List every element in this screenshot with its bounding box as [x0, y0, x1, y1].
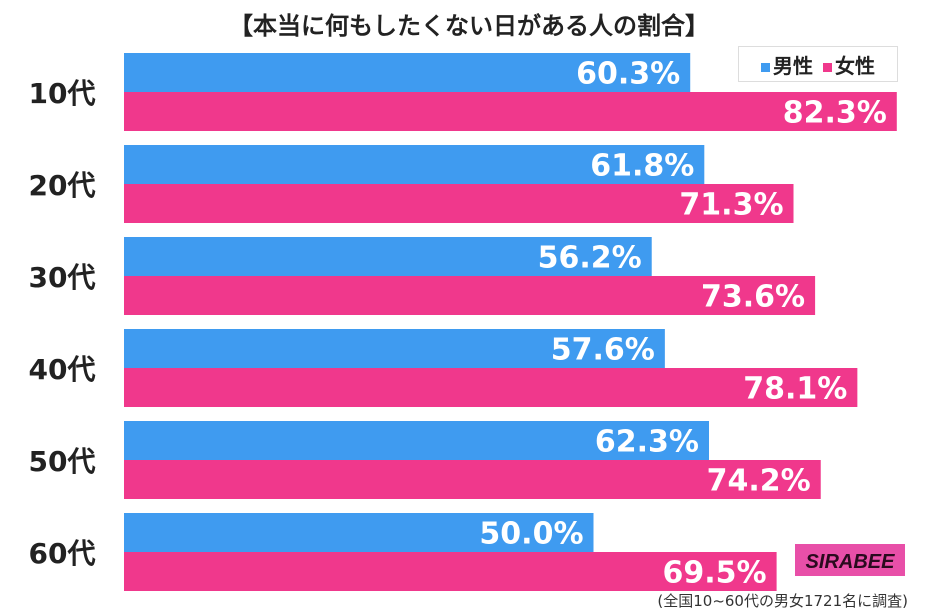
- legend-item-female: 女性: [823, 50, 875, 79]
- sirabee-logo: SIRABEE: [795, 544, 905, 576]
- category-label: 10代: [29, 77, 96, 110]
- bar-female: [124, 184, 794, 223]
- bar-female: [124, 460, 821, 499]
- category-label: 20代: [29, 169, 96, 202]
- data-label: 82.3%: [783, 96, 887, 131]
- bar-female: [124, 92, 897, 131]
- category-label: 30代: [29, 261, 96, 294]
- bar-male: [124, 53, 691, 92]
- bar-male: [124, 329, 665, 368]
- data-label: 57.6%: [551, 333, 655, 368]
- data-label: 74.2%: [707, 464, 811, 499]
- survey-note: (全国10~60代の男女1721名に調査): [657, 592, 908, 610]
- data-label: 73.6%: [701, 280, 805, 315]
- data-label: 60.3%: [576, 57, 680, 92]
- legend-swatch-female: [823, 62, 832, 72]
- legend-item-male: 男性: [761, 50, 813, 79]
- data-label: 69.5%: [663, 556, 767, 591]
- category-label: 40代: [29, 353, 96, 386]
- bar-male: [124, 513, 594, 552]
- legend-swatch-male: [761, 62, 770, 72]
- bar-female: [124, 276, 816, 315]
- data-label: 61.8%: [590, 149, 694, 184]
- legend: 男性 女性: [738, 46, 898, 82]
- legend-label: 男性: [773, 53, 813, 78]
- data-label: 62.3%: [595, 425, 699, 460]
- bar-male: [124, 237, 652, 276]
- bar-male: [124, 421, 709, 460]
- bar-male: [124, 145, 705, 184]
- legend-label: 女性: [835, 53, 875, 78]
- data-label: 56.2%: [538, 241, 642, 276]
- data-label: 71.3%: [679, 188, 783, 223]
- data-label: 78.1%: [743, 372, 847, 407]
- category-label: 60代: [29, 537, 96, 570]
- chart-title: 【本当に何もしたくない日がある人の割合】: [229, 12, 709, 40]
- bar-female: [124, 552, 777, 591]
- data-label: 50.0%: [479, 517, 583, 552]
- category-label: 50代: [29, 445, 96, 478]
- bar-female: [124, 368, 858, 407]
